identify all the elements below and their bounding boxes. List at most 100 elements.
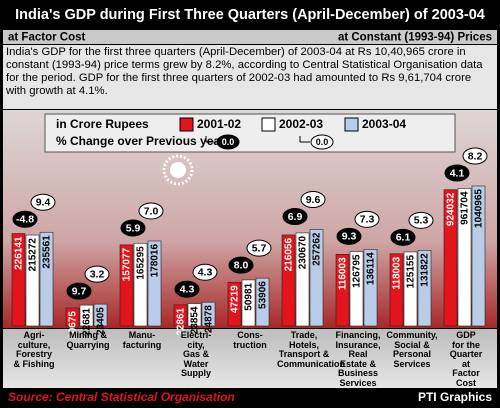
legend-label: 2002-03 (279, 117, 323, 131)
bar-value: 131822 (419, 253, 430, 287)
category-label: Cons- truction (233, 330, 267, 350)
change-label: 9.6 (306, 194, 321, 206)
change-oval (138, 202, 164, 220)
bar (147, 240, 162, 327)
bar (201, 301, 216, 327)
category-label: GDP for the Quarter at Factor Cost (449, 330, 483, 388)
legend-swatch (179, 117, 194, 132)
bar-value: 235561 (41, 235, 52, 269)
credit: PTI Graphics (418, 390, 492, 404)
category-label: Manu- facturing (122, 330, 162, 350)
bar-value: 47219 (229, 285, 240, 313)
bar-value: 116003 (337, 257, 348, 290)
bar (173, 304, 188, 327)
bar (65, 307, 80, 327)
bar-value: 22681 (81, 308, 92, 336)
emblem (170, 162, 186, 178)
bar (403, 251, 418, 327)
change-legend-label: % Change over Previous year : (56, 134, 232, 148)
legend-sample: 0.0 (316, 137, 329, 147)
bar-value: 125155 (405, 255, 416, 289)
change-label: 5.9 (126, 222, 141, 234)
change-oval (66, 282, 92, 300)
legend-title: in Crore Rupees (56, 117, 149, 131)
bar-value: 216056 (283, 238, 294, 272)
bar-value: 24878 (203, 305, 214, 333)
change-oval (228, 256, 254, 274)
bar (281, 234, 296, 327)
change-label: 6.9 (288, 211, 303, 223)
bar-value: 257262 (311, 232, 322, 266)
bar (349, 251, 364, 327)
bar-value: 178016 (149, 244, 160, 278)
change-label: 4.1 (450, 167, 465, 179)
change-oval (408, 211, 434, 229)
change-oval (192, 263, 218, 281)
bar-value: 226141 (13, 236, 24, 270)
emblem (162, 154, 194, 186)
change-oval (354, 210, 380, 228)
bar (295, 232, 310, 327)
bar-value: 53906 (257, 281, 268, 309)
bar-value: 22861 (175, 307, 186, 335)
category-label: Agri- culture, Forestry & Fishing (13, 330, 55, 369)
change-oval (120, 219, 146, 237)
change-oval (174, 280, 200, 298)
change-label: 3.2 (90, 268, 105, 280)
bar (11, 233, 26, 327)
bar (187, 303, 202, 327)
bar (119, 244, 134, 327)
bar-value: 20675 (67, 311, 78, 339)
bar (457, 188, 472, 327)
category-label: Community, Social & Personal Services (386, 330, 438, 369)
category-label: Trade, Hotels, Transport & Communication (277, 330, 346, 369)
change-label: 9.4 (36, 197, 51, 209)
bar (39, 231, 54, 327)
source: Source: Central Statistical Organisation (8, 390, 235, 404)
change-oval (300, 191, 326, 209)
bar (363, 249, 378, 327)
legend-swatch (344, 117, 359, 132)
bar-value: 230670 (297, 235, 308, 269)
change-oval (246, 239, 272, 257)
category-label: Electri- city, Gas & Water Supply (180, 330, 212, 379)
bar (335, 254, 350, 327)
bar (133, 242, 148, 327)
bar (227, 281, 242, 327)
legend-swatch (261, 117, 276, 132)
bar-value: 165295 (135, 246, 146, 280)
change-oval (30, 193, 56, 211)
label-band (3, 329, 497, 388)
description: India's GDP for the first three quarters… (6, 46, 483, 97)
bar (25, 234, 40, 327)
change-oval (84, 265, 110, 283)
legend-box (44, 113, 456, 153)
change-oval (390, 228, 416, 246)
bar (417, 250, 432, 327)
bar-value: 118003 (391, 256, 402, 289)
bar (79, 304, 94, 327)
bar (471, 185, 486, 327)
subtitle-band (3, 30, 497, 44)
legend-oval (216, 134, 240, 150)
legend-sample: 0.0 (222, 137, 235, 147)
legend-label: 2003-04 (362, 117, 406, 131)
change-label: 6.1 (396, 232, 411, 244)
change-label: 7.3 (360, 214, 375, 226)
change-label: 8.0 (234, 259, 249, 271)
change-oval (12, 210, 38, 228)
change-label: 5.7 (252, 242, 267, 254)
change-label: 4.3 (198, 267, 213, 279)
description-panel (3, 45, 497, 109)
bar (309, 229, 324, 327)
legend-label: 2001-02 (197, 117, 241, 131)
category-label: Financing, Insurance, Real Estate & Busi… (335, 330, 381, 388)
bar-value: 126795 (351, 254, 362, 288)
bar-value: 924032 (445, 192, 456, 226)
change-label: 4.3 (180, 284, 195, 296)
bar-value: 136114 (365, 252, 376, 285)
change-label: 5.3 (414, 215, 429, 227)
chart-title: India's GDP during First Three Quarters … (15, 7, 485, 23)
bar (255, 277, 270, 327)
